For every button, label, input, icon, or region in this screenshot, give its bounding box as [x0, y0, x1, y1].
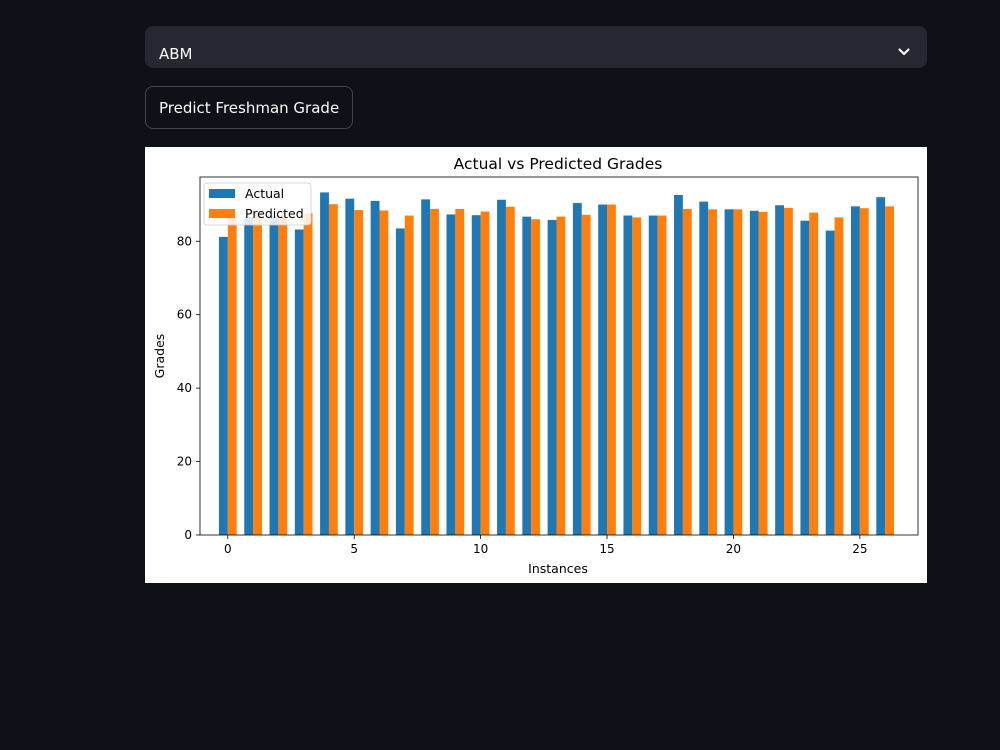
- bar-predicted-18: [682, 208, 692, 535]
- y-tick-label-0: 0: [184, 528, 192, 542]
- x-tick-label-0: 0: [224, 542, 232, 556]
- chart-legend: Actual Predicted: [203, 182, 312, 226]
- bar-actual-7: [395, 228, 405, 535]
- bar-actual-1: [244, 217, 254, 535]
- y-tick-label-40: 40: [177, 381, 192, 395]
- bar-actual-14: [572, 203, 582, 535]
- bar-predicted-9: [455, 208, 465, 535]
- bar-actual-20: [724, 209, 734, 535]
- ticks-layer: 0 5 10 15 20 25 0 20 40 60 80: [177, 234, 868, 556]
- bar-predicted-10: [480, 211, 490, 535]
- x-tick-label-25: 25: [852, 542, 867, 556]
- bar-predicted-26: [885, 206, 894, 535]
- bar-actual-18: [674, 194, 683, 535]
- bars-layer: [218, 192, 894, 536]
- y-tick-label-80: 80: [177, 234, 192, 248]
- bar-actual-22: [775, 205, 785, 535]
- bar-actual-25: [851, 206, 860, 535]
- legend-label-predicted: Predicted: [245, 206, 304, 221]
- bar-predicted-12: [531, 219, 541, 535]
- bar-predicted-17: [657, 215, 667, 536]
- bar-actual-11: [497, 199, 506, 535]
- bar-predicted-8: [430, 208, 439, 535]
- bar-predicted-19: [708, 209, 718, 535]
- bar-actual-10: [471, 215, 481, 535]
- grades-chart-svg: Actual vs Predicted Grades 0 5 10 15 20 25 0 20…: [152, 155, 919, 576]
- bar-predicted-23: [809, 212, 819, 536]
- bar-predicted-25: [859, 208, 869, 535]
- bar-predicted-6: [379, 210, 389, 535]
- chart-title: Actual vs Predicted Grades: [454, 155, 663, 173]
- bar-actual-8: [421, 199, 431, 535]
- bar-predicted-14: [581, 214, 591, 535]
- x-tick-label-5: 5: [350, 542, 358, 556]
- y-tick-label-20: 20: [177, 455, 192, 469]
- bar-predicted-3: [303, 212, 313, 535]
- bar-predicted-11: [505, 206, 515, 535]
- bar-predicted-4: [328, 204, 338, 536]
- bar-predicted-7: [404, 215, 414, 536]
- bar-actual-23: [800, 220, 810, 535]
- bar-predicted-2: [278, 215, 288, 535]
- bar-actual-4: [320, 192, 329, 535]
- bar-actual-6: [370, 200, 380, 535]
- x-tick-label-20: 20: [726, 542, 741, 556]
- bar-actual-13: [547, 219, 557, 535]
- y-axis-label: Grades: [152, 334, 167, 379]
- bar-predicted-20: [733, 209, 743, 535]
- bar-actual-9: [446, 214, 456, 535]
- bar-actual-0: [218, 236, 228, 535]
- bar-actual-3: [294, 229, 304, 536]
- bar-actual-12: [522, 216, 532, 535]
- bar-predicted-1: [253, 212, 262, 536]
- bar-predicted-24: [834, 217, 844, 535]
- bar-actual-2: [269, 216, 279, 535]
- y-tick-label-60: 60: [177, 308, 192, 322]
- grades-chart: Actual vs Predicted Grades 0 5 10 15 20 25 0 20…: [145, 147, 927, 583]
- bar-actual-17: [648, 215, 658, 536]
- legend-label-actual: Actual: [245, 186, 284, 201]
- bar-predicted-13: [556, 216, 566, 535]
- bar-predicted-5: [354, 210, 364, 536]
- bar-actual-26: [876, 197, 886, 535]
- bar-predicted-15: [607, 204, 616, 535]
- bar-predicted-22: [784, 207, 793, 535]
- chevron-down-icon[interactable]: [895, 43, 913, 61]
- plot-frame: [199, 176, 919, 536]
- bar-predicted-21: [758, 211, 768, 535]
- legend-swatch-predicted: [209, 209, 235, 218]
- bar-predicted-16: [632, 217, 642, 535]
- bar-actual-5: [345, 198, 355, 536]
- strand-select[interactable]: ABM: [145, 26, 927, 68]
- legend-swatch-actual: [209, 189, 235, 198]
- x-axis-label: Instances: [528, 561, 588, 576]
- x-tick-label-10: 10: [473, 542, 488, 556]
- bar-actual-24: [825, 230, 835, 535]
- bar-actual-15: [598, 204, 608, 535]
- bar-predicted-0: [227, 215, 237, 536]
- strand-select-value: ABM: [159, 45, 193, 63]
- x-tick-label-15: 15: [599, 542, 614, 556]
- bar-actual-16: [623, 215, 633, 536]
- bar-actual-21: [749, 210, 759, 535]
- predict-freshman-grade-button[interactable]: Predict Freshman Grade: [145, 86, 354, 129]
- bar-actual-19: [699, 201, 709, 536]
